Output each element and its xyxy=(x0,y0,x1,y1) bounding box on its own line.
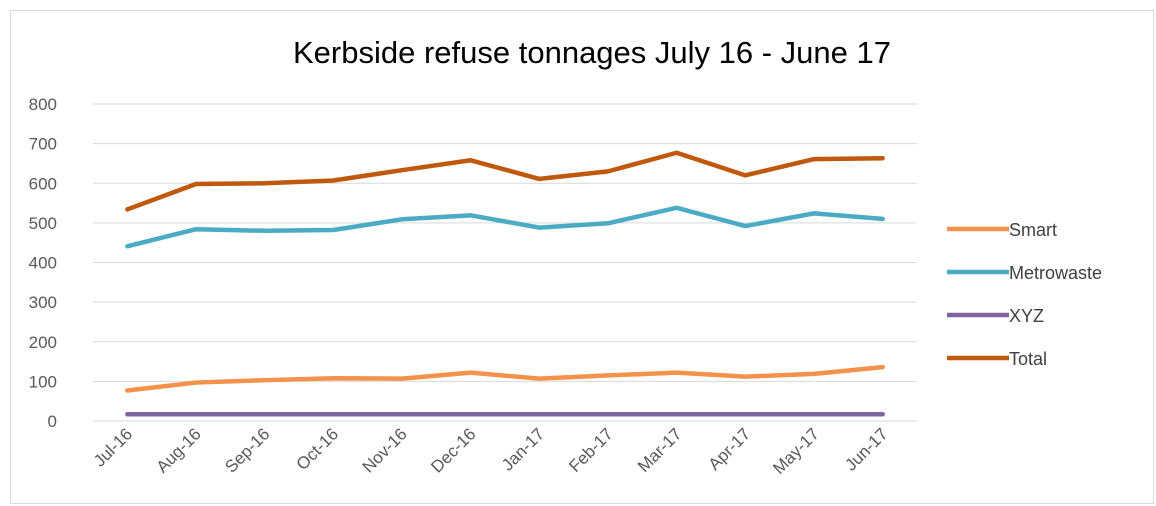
y-tick-label: 200 xyxy=(29,333,57,352)
x-tick-label: Apr-17 xyxy=(705,424,755,474)
x-tick-label: Aug-16 xyxy=(153,424,205,476)
y-tick-label: 300 xyxy=(29,293,57,312)
y-tick-label: 600 xyxy=(29,174,57,193)
x-tick-label: Oct-16 xyxy=(293,424,343,474)
y-tick-label: 400 xyxy=(29,254,57,273)
legend: Smart Metrowaste XYZ Total xyxy=(947,220,1102,369)
series-lines xyxy=(125,150,885,417)
chart-frame: Kerbside refuse tonnages July 16 - June … xyxy=(10,10,1154,504)
x-tick-label: Feb-17 xyxy=(565,424,617,476)
y-tick-label: 500 xyxy=(29,214,57,233)
chart-title: Kerbside refuse tonnages July 16 - June … xyxy=(293,35,891,70)
y-axis-ticks: 0 100 200 300 400 500 600 700 800 xyxy=(29,95,57,431)
x-tick-label: Jan-17 xyxy=(498,424,548,474)
legend-label: XYZ xyxy=(1009,306,1044,326)
series-line-smart xyxy=(125,364,885,393)
legend-label: Metrowaste xyxy=(1009,263,1102,283)
y-tick-label: 700 xyxy=(29,135,57,154)
x-tick-label: Jun-17 xyxy=(841,424,891,474)
y-tick-label: 0 xyxy=(48,412,57,431)
x-tick-label: Dec-16 xyxy=(427,424,479,476)
line-chart: Kerbside refuse tonnages July 16 - June … xyxy=(29,35,1102,478)
x-axis-ticks: Jul-16 Aug-16 Sep-16 Oct-16 Nov-16 Dec-16 Jan-… xyxy=(90,424,892,478)
series-line-total xyxy=(125,150,885,212)
legend-label: Smart xyxy=(1009,220,1057,240)
x-tick-label: Mar-17 xyxy=(634,424,686,476)
y-tick-label: 100 xyxy=(29,372,57,391)
y-tick-label: 800 xyxy=(29,95,57,114)
x-tick-label: Sep-16 xyxy=(221,424,273,476)
x-tick-label: May-17 xyxy=(769,424,823,478)
x-tick-label: Nov-16 xyxy=(359,424,411,476)
series-line-metrowaste xyxy=(125,205,885,249)
x-tick-label: Jul-16 xyxy=(90,424,136,470)
legend-label: Total xyxy=(1009,349,1047,369)
